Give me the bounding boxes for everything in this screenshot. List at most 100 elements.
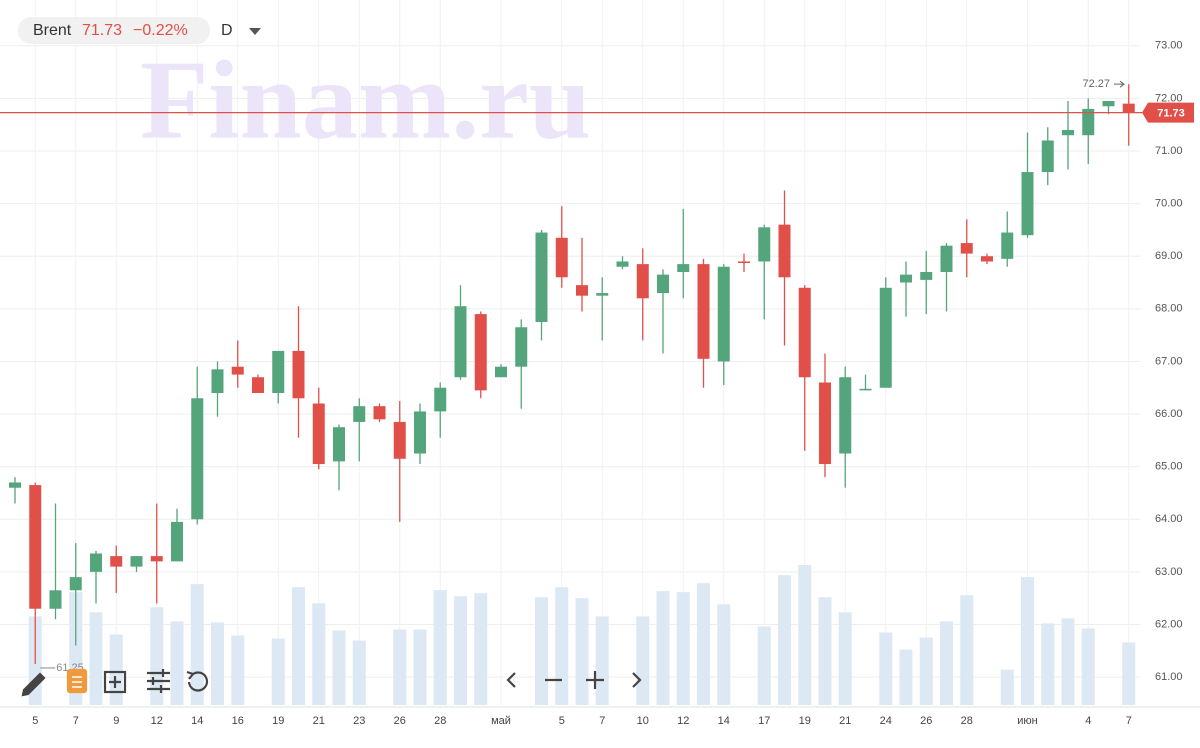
candle-body <box>798 287 811 378</box>
candle-body <box>677 264 690 273</box>
reset-arrow <box>186 670 195 680</box>
volume-bar <box>1041 623 1055 705</box>
price-change: −0.22% <box>133 22 188 39</box>
high-annotation: 72.27 <box>1082 78 1110 90</box>
volume-bar <box>170 621 184 705</box>
add-icon <box>109 676 121 688</box>
volume-bar <box>332 630 346 705</box>
candle-body <box>454 306 467 378</box>
candle-body <box>130 556 143 567</box>
volume-bar <box>292 587 305 705</box>
candle-body <box>697 264 710 359</box>
toolbar <box>21 668 642 697</box>
last-price: 71.73 <box>82 22 122 39</box>
volume-bar <box>413 629 427 705</box>
x-tick-label: 21 <box>839 715 851 727</box>
candle-body <box>657 274 669 294</box>
pencil-tool[interactable] <box>21 672 46 697</box>
interval-dropdown[interactable] <box>249 28 261 35</box>
x-tick-label: 10 <box>637 715 649 727</box>
volume-bar <box>1061 618 1075 705</box>
y-tick-label: 61.00 <box>1155 671 1183 683</box>
volume-bar <box>1021 577 1034 705</box>
candle-body <box>778 224 791 278</box>
candle-body <box>636 264 649 299</box>
volume-bar <box>393 629 407 705</box>
candle-body <box>474 314 487 391</box>
add-indicator[interactable] <box>103 670 127 694</box>
volume-bar <box>697 583 710 705</box>
candle-body <box>90 553 102 572</box>
candle-body <box>515 327 528 367</box>
watermark: Finam.ru <box>140 39 591 163</box>
volume-bar <box>778 575 791 705</box>
candle-body <box>272 350 285 394</box>
notes-tool[interactable] <box>66 668 88 694</box>
volume-bar <box>899 649 913 705</box>
volume-bar <box>879 632 893 705</box>
volume-bar <box>190 584 204 705</box>
candle-body <box>555 237 568 278</box>
y-tick-label: 65.00 <box>1155 461 1183 473</box>
x-tick-label: 5 <box>32 715 38 727</box>
notes-lines <box>72 676 82 688</box>
volume-bar <box>960 595 974 705</box>
volume-bar <box>1000 669 1014 705</box>
settings-tool[interactable] <box>147 671 170 691</box>
x-tick-label: 9 <box>113 715 119 727</box>
candle-body <box>839 377 852 454</box>
grid <box>0 0 1140 705</box>
candle-body <box>1021 172 1034 236</box>
scroll-left[interactable] <box>506 672 516 688</box>
x-tick-label: 26 <box>920 715 932 727</box>
volume-bar <box>575 598 589 705</box>
high-annotation-arrow <box>1114 80 1125 88</box>
y-tick-label: 64.00 <box>1155 513 1183 525</box>
scroll-right[interactable] <box>632 672 642 688</box>
x-tick-label: 26 <box>394 715 406 727</box>
candle-body <box>333 427 345 462</box>
volume-bar <box>838 612 852 705</box>
volume-bar <box>89 612 103 705</box>
volume-bar <box>636 616 650 705</box>
x-tick-label: 5 <box>559 715 565 727</box>
candle-body <box>1001 232 1014 259</box>
candle-body <box>960 243 973 254</box>
volume-bar <box>1081 628 1095 705</box>
y-tick-label: 72.00 <box>1155 92 1183 104</box>
candle-body <box>819 382 831 465</box>
interval[interactable]: D <box>221 22 233 39</box>
last-price-tag <box>1142 102 1194 123</box>
x-tick-label: 28 <box>434 715 446 727</box>
candle-body <box>1102 101 1115 107</box>
volume-bar <box>798 565 812 705</box>
x-tick-label: 14 <box>718 715 730 727</box>
candle-body <box>1041 140 1054 173</box>
x-tick-label: 17 <box>758 715 770 727</box>
settings-knobs <box>151 669 165 693</box>
candle-body <box>1062 129 1074 136</box>
x-tick-label: 12 <box>151 715 163 727</box>
x-tick-label: 7 <box>599 715 605 727</box>
volume-bar <box>454 596 467 705</box>
x-tick-label: 28 <box>961 715 973 727</box>
volume-bar <box>818 597 832 705</box>
candle-body <box>920 272 933 280</box>
candle-body <box>738 261 750 263</box>
x-tick-label: 16 <box>232 715 244 727</box>
x-tick-label: 24 <box>880 715 892 727</box>
candle-body <box>110 556 123 567</box>
candle-body <box>616 261 629 267</box>
x-tick-label: 19 <box>799 715 811 727</box>
reset-tool[interactable] <box>187 671 209 692</box>
last-price-label: 71.73 <box>1157 107 1185 119</box>
candle-body <box>758 227 771 262</box>
y-tick-label: 69.00 <box>1155 250 1183 262</box>
symbol-pill[interactable] <box>18 17 210 44</box>
y-tick-label: 71.00 <box>1155 145 1183 157</box>
zoom-in[interactable] <box>586 671 604 689</box>
x-tick-label: 12 <box>677 715 689 727</box>
x-tick-label: 14 <box>191 715 203 727</box>
candle-body <box>434 387 447 412</box>
